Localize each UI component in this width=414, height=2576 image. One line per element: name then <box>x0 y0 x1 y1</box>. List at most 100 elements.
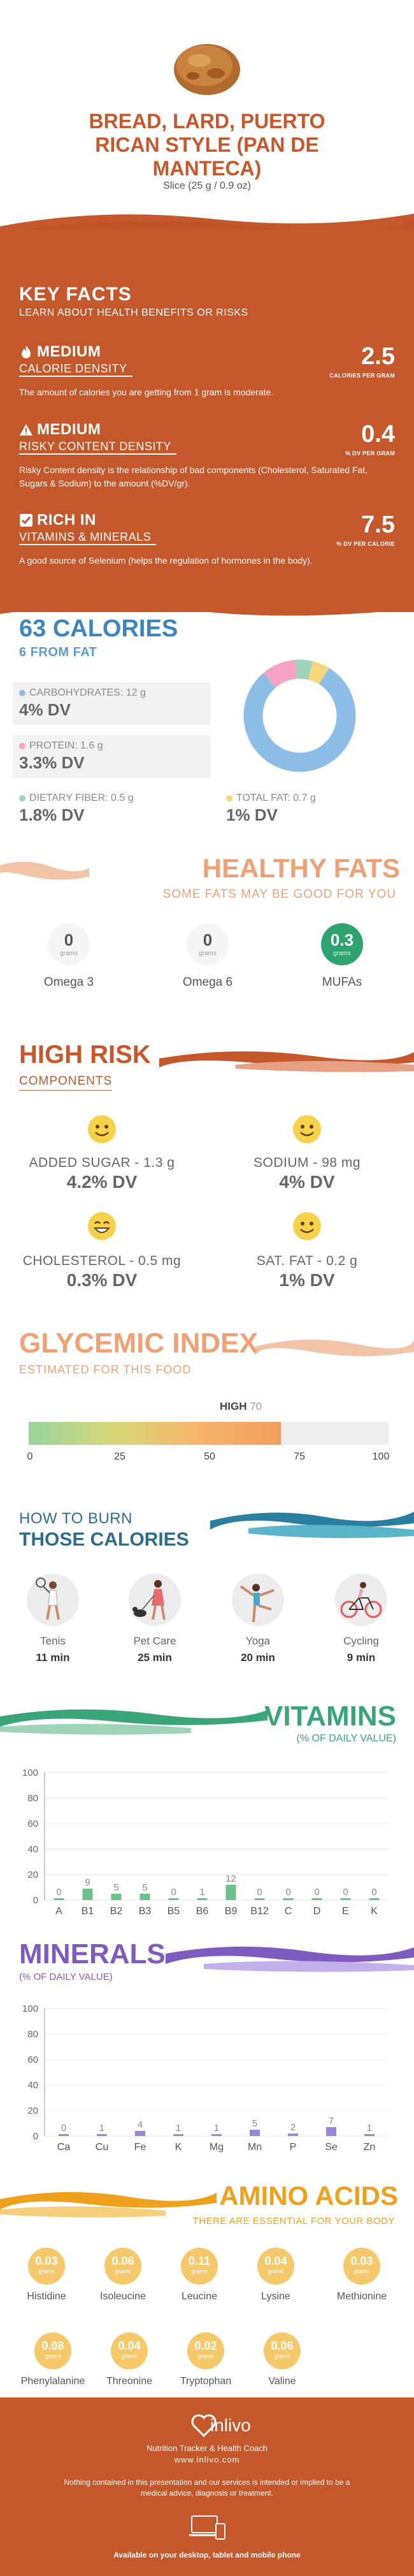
minerals-subtitle: (% OF DAILY VALUE) <box>19 1972 113 1982</box>
bar <box>168 1898 179 1900</box>
warning-icon <box>20 424 32 435</box>
donut-slice <box>263 659 297 688</box>
y-tick-label: 100 <box>22 1767 38 1778</box>
burn-title: HOW TO BURN <box>19 1510 132 1527</box>
bar <box>197 1898 208 1900</box>
disclaimer: Nothing contained in this presentation a… <box>64 2478 350 2498</box>
decorative-wave <box>0 861 89 880</box>
y-tick-label: 100 <box>22 2003 38 2014</box>
amino-acid-item: 0.04 grams Threonine <box>94 2332 164 2387</box>
bar-value-label: 4 <box>138 2119 143 2130</box>
decorative-wave <box>166 1946 414 1972</box>
amino-unit: grams <box>38 2268 55 2274</box>
bar <box>54 1898 64 1900</box>
amino-acid-item: 0.04 grams Lysine <box>241 2248 311 2302</box>
bar-value-label: 1 <box>367 2123 372 2133</box>
activity-time: 11 min <box>36 1651 70 1664</box>
amino-circle: 0.11 grams <box>181 2248 218 2285</box>
devices-note: Available on your desktop, tablet and mo… <box>113 2550 301 2559</box>
decorative-wave <box>0 2192 217 2218</box>
yoga-icon <box>239 1584 275 1623</box>
risk-cholesterol: CHOLESTEROL - 0.5 mg 0.3% DV <box>19 1254 185 1291</box>
bar-value-label: 12 <box>225 1873 236 1884</box>
x-tick-label: Mg <box>210 2142 224 2153</box>
fact-label: VITAMINS & MINERALS <box>19 531 157 545</box>
fact-unit: % DV PER GRAM <box>345 450 395 457</box>
bar-value-label: 7 <box>329 2116 334 2126</box>
nutrient-name: DIETARY FIBER: 0.5 g <box>29 793 134 803</box>
amino-acids-subtitle: THERE ARE ESSENTIAL FOR YOUR BODY <box>192 2216 395 2227</box>
serving-size: Slice (25 g / 0.9 oz) <box>163 180 251 191</box>
nutrient-total-fat: TOTAL FAT: 0.7 g 1% DV <box>220 787 385 830</box>
bread-image <box>174 44 240 95</box>
amino-unit: grams <box>191 2268 208 2274</box>
heart-logo-icon <box>191 2414 217 2437</box>
bar-value-label: 0 <box>371 1887 376 1898</box>
x-tick-label: B3 <box>139 1906 152 1917</box>
x-tick-label: Zn <box>364 2142 376 2153</box>
amino-circle: 0.04 grams <box>111 2332 148 2369</box>
bar <box>135 2131 145 2136</box>
amino-value: 0.11 <box>188 2255 211 2267</box>
food-title: BREAD, LARD, PUERTO RICAN STYLE (PAN DE … <box>89 110 325 180</box>
x-tick-label: P <box>290 2142 297 2153</box>
amino-circle: 0.03 grams <box>28 2248 65 2285</box>
grin-icon <box>88 1212 116 1240</box>
risk-sodium: SODIUM - 98 mg 4% DV <box>224 1155 390 1192</box>
amino-value: 0.03 <box>350 2255 373 2267</box>
minerals-bar-chart: 0 20 40 60 80 100 0 Ca 1 Cu 4 Fe 1 K 1 Mg 5 Mn 2 P 7 Se 1 Zn <box>22 2003 389 2153</box>
brand-name: inlivo <box>210 2415 251 2435</box>
amino-acid-item: 0.06 grams Valine <box>247 2332 317 2387</box>
risk-sat-fat: SAT. FAT - 0.2 g 1% DV <box>224 1254 390 1291</box>
vitamins-subtitle: (% OF DAILY VALUE) <box>296 1733 396 1744</box>
fact-level: RICH IN <box>37 511 96 529</box>
amino-acid-item: 0.03 grams Methionine <box>327 2248 397 2302</box>
bar-value-label: 1 <box>199 1887 204 1898</box>
glycemic-tick: 25 <box>114 1451 125 1462</box>
bar <box>173 2134 183 2136</box>
bar <box>326 2127 336 2136</box>
glycemic-level: HIGH <box>220 1400 247 1412</box>
bar <box>340 1898 351 1900</box>
fact-description: Risky Content density is the relationshi… <box>19 465 368 488</box>
flame-icon <box>22 346 31 358</box>
bar-value-label: 9 <box>85 1877 90 1888</box>
fat-unit: grams <box>333 950 351 957</box>
activity-name: Tenis <box>40 1635 66 1647</box>
amino-value: 0.03 <box>35 2255 58 2267</box>
y-tick-label: 60 <box>27 1819 38 1829</box>
decorative-wave <box>159 1051 414 1072</box>
activity-time: 25 min <box>138 1651 172 1664</box>
high-risk-title: HIGH RISK <box>19 1041 151 1069</box>
key-facts-subtitle: LEARN ABOUT HEALTH BENEFITS OR RISKS <box>19 307 248 318</box>
amino-unit: grams <box>115 2268 131 2274</box>
bar-value-label: 1 <box>176 2123 181 2133</box>
amino-unit: grams <box>274 2353 290 2359</box>
x-tick-label: B6 <box>196 1906 209 1917</box>
decorative-wave <box>210 1512 414 1539</box>
amino-name: Threonine <box>106 2376 153 2387</box>
bar-value-label: 0 <box>171 1887 176 1898</box>
nutrient-dv: 3.3% DV <box>19 753 85 772</box>
amino-acids-title: AMINO ACIDS <box>219 2181 398 2211</box>
risk-label: SODIUM - 98 mg <box>253 1155 361 1170</box>
amino-value: 0.02 <box>194 2339 217 2352</box>
high-risk-subtitle: COMPONENTS <box>19 1074 113 1091</box>
bar <box>111 1894 122 1900</box>
amino-unit: grams <box>45 2353 61 2359</box>
fat-unit: grams <box>199 950 217 957</box>
bar <box>211 2134 222 2136</box>
y-tick-label: 20 <box>27 1870 38 1880</box>
bar <box>82 1889 93 1900</box>
amino-circle: 0.04 grams <box>257 2248 294 2285</box>
calories-title: 63 CALORIES <box>19 615 178 642</box>
brand-url[interactable]: www.inlivo.com <box>174 2455 240 2464</box>
amino-name: Methionine <box>336 2291 387 2302</box>
smile-icon <box>293 1115 321 1143</box>
activity-cycling: Cycling 9 min <box>320 1574 403 1664</box>
amino-name: Valine <box>268 2376 296 2387</box>
bar-value-label: 0 <box>285 1887 290 1898</box>
x-tick-label: C <box>285 1906 292 1917</box>
nutrient-dv: 1.8% DV <box>19 805 85 824</box>
amino-acid-item: 0.02 grams Tryptophan <box>171 2332 241 2387</box>
